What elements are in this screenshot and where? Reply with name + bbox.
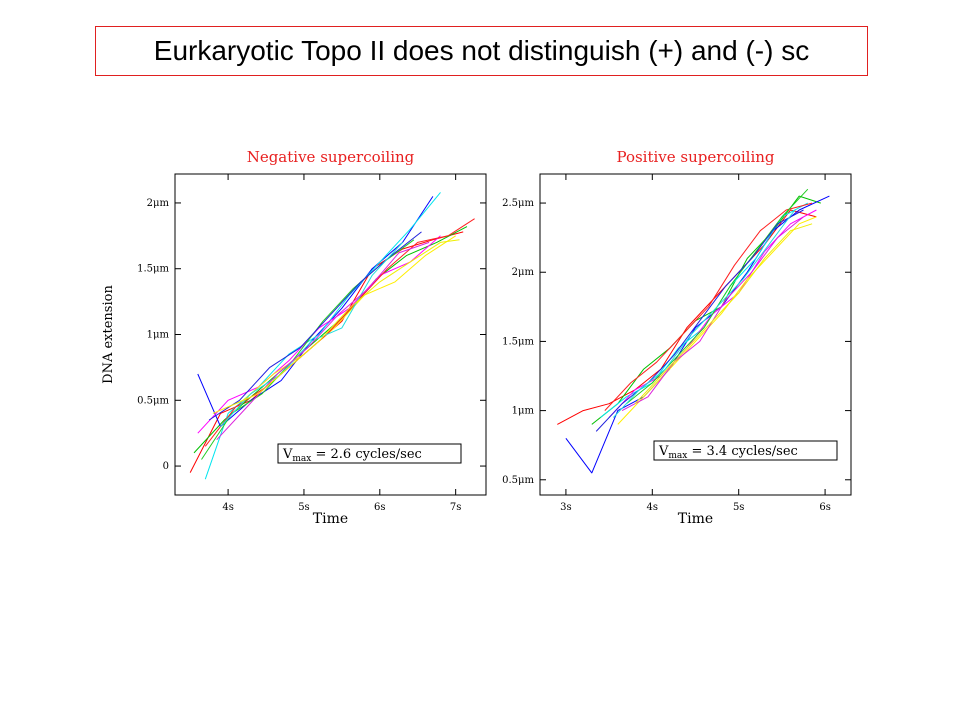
x-axis-label: Time	[313, 511, 348, 527]
slide-title: Eurkaryotic Topo II does not distinguish…	[153, 35, 810, 66]
series-line-12	[227, 239, 460, 408]
series-line-2	[591, 195, 821, 425]
x-tick-label: 6s	[374, 502, 386, 513]
x-tick-label: 4s	[647, 502, 659, 513]
y-tick-label: 1μm	[512, 406, 535, 417]
y-tick-label: 1.5μm	[502, 336, 534, 347]
y-tick-label: 0	[163, 461, 169, 472]
y-tick-label: 1μm	[147, 330, 170, 341]
x-tick-label: 5s	[733, 502, 745, 513]
x-tick-label: 7s	[450, 502, 462, 513]
x-tick-label: 5s	[298, 502, 310, 513]
plot-frame	[539, 173, 852, 496]
series-line-2	[193, 226, 468, 454]
series-line-9	[208, 231, 422, 421]
series-line-10	[613, 209, 796, 418]
vmax-annotation: Vmax = 2.6 cycles/sec	[282, 447, 422, 464]
x-tick-label: 6s	[819, 502, 831, 513]
y-tick-label: 1.5μm	[137, 264, 169, 275]
series-line-7	[204, 218, 475, 447]
series-line-3	[197, 196, 434, 428]
vmax-annotation: Vmax = 3.4 cycles/sec	[658, 444, 798, 461]
series-line-4	[204, 192, 441, 480]
series-line-3	[565, 195, 830, 474]
chart-2: 3s 4s 5s 6s 0.5μm 1μm 1.5μm 2μm 2.5μm Positive su…	[502, 148, 852, 527]
y-tick-label: 2μm	[147, 198, 170, 209]
series-line-11	[216, 241, 430, 441]
chart-title: Negative supercoiling	[247, 148, 415, 166]
vmax-annotation-box	[277, 443, 462, 464]
chart-title: Positive supercoiling	[616, 148, 774, 166]
slide-title-box: Eurkaryotic Topo II does not distinguish…	[95, 26, 868, 76]
y-axis-label: DNA extension	[101, 285, 116, 384]
vmax-annotation-box	[653, 440, 838, 461]
x-tick-label: 3s	[560, 502, 572, 513]
x-tick-label: 4s	[222, 502, 234, 513]
series-line-10	[220, 242, 403, 427]
y-tick-label: 0.5μm	[502, 475, 534, 486]
y-tick-label: 0.5μm	[137, 395, 169, 406]
series-line-6	[617, 216, 817, 425]
series-line-7	[604, 202, 813, 411]
y-tick-label: 2μm	[512, 267, 535, 278]
y-tick-label: 2.5μm	[502, 198, 534, 209]
series-line-1	[189, 231, 464, 473]
chart-1: 4s 5s 6s 7s 0 0.5μm 1μm 1.5μm 2μm Negative superc…	[101, 148, 487, 527]
x-axis-label: Time	[678, 511, 713, 527]
series-line-1	[557, 209, 817, 425]
series-line-12	[634, 223, 813, 405]
series-line-9	[595, 209, 804, 432]
